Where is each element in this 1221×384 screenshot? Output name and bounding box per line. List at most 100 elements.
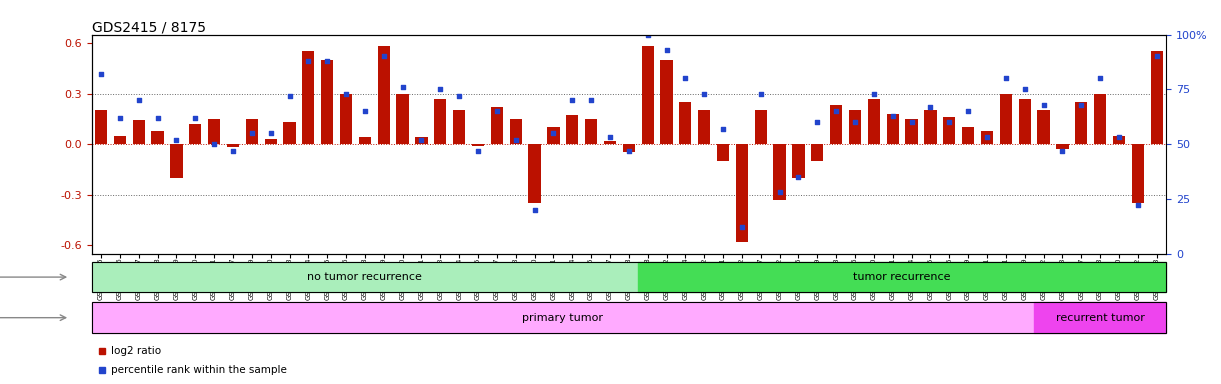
Bar	[114, 136, 126, 144]
Text: percentile rank within the sample: percentile rank within the sample	[111, 366, 287, 376]
Bar	[886, 114, 899, 144]
Bar	[773, 144, 786, 200]
Bar	[415, 137, 427, 144]
Point	[1090, 75, 1110, 81]
Bar	[189, 124, 201, 144]
Text: log2 ratio: log2 ratio	[111, 346, 161, 356]
Point	[601, 134, 620, 141]
Bar	[639, 262, 1166, 293]
Point	[883, 113, 902, 119]
Bar	[1034, 302, 1166, 333]
Point	[505, 137, 525, 143]
Bar	[1112, 136, 1125, 144]
Point	[1015, 86, 1034, 93]
Point	[921, 104, 940, 110]
Bar	[471, 144, 485, 146]
Bar	[92, 262, 639, 293]
Point	[789, 174, 808, 180]
Point	[393, 84, 413, 90]
Point	[637, 31, 657, 38]
Point	[92, 71, 111, 77]
Bar	[1094, 94, 1106, 144]
Bar	[679, 102, 691, 144]
Bar	[604, 141, 617, 144]
Bar	[1000, 94, 1012, 144]
Point	[619, 147, 639, 154]
Bar	[1038, 110, 1050, 144]
Point	[770, 189, 790, 195]
Point	[261, 130, 281, 136]
Point	[1053, 147, 1072, 154]
Bar	[170, 144, 182, 178]
Point	[110, 115, 129, 121]
Bar	[435, 99, 447, 144]
Bar	[245, 119, 258, 144]
Bar	[641, 46, 653, 144]
Point	[242, 130, 261, 136]
Point	[902, 119, 922, 125]
Point	[374, 53, 393, 60]
Point	[845, 119, 864, 125]
Bar	[265, 139, 277, 144]
Point	[1072, 101, 1092, 108]
Bar	[980, 131, 993, 144]
Bar	[529, 144, 541, 203]
Bar	[453, 110, 465, 144]
Bar	[547, 127, 559, 144]
Bar	[377, 46, 389, 144]
Point	[299, 58, 319, 64]
Bar	[623, 144, 635, 152]
Bar	[792, 144, 805, 178]
Text: primary tumor: primary tumor	[523, 313, 603, 323]
Point	[1147, 53, 1166, 60]
Bar	[151, 131, 164, 144]
Bar	[1150, 51, 1162, 144]
Point	[1128, 202, 1148, 209]
Bar	[339, 94, 352, 144]
Point	[223, 147, 243, 154]
Point	[449, 93, 469, 99]
Bar	[509, 119, 521, 144]
Point	[864, 91, 884, 97]
Point	[751, 91, 770, 97]
Point	[487, 108, 507, 114]
Bar	[661, 60, 673, 144]
Point	[657, 47, 676, 53]
Bar	[92, 302, 1034, 333]
Text: recurrent tumor: recurrent tumor	[1056, 313, 1144, 323]
Point	[977, 134, 996, 141]
Point	[543, 130, 563, 136]
Bar	[397, 94, 409, 144]
Bar	[133, 121, 145, 144]
Point	[204, 141, 223, 147]
Text: GDS2415 / 8175: GDS2415 / 8175	[92, 21, 205, 35]
Bar	[491, 107, 503, 144]
Point	[431, 86, 451, 93]
Bar	[1018, 99, 1031, 144]
Bar	[585, 119, 597, 144]
Point	[713, 126, 733, 132]
Point	[355, 108, 375, 114]
Point	[807, 119, 827, 125]
Bar	[227, 144, 239, 147]
Point	[468, 147, 487, 154]
Bar	[811, 144, 823, 161]
Point	[958, 108, 978, 114]
Point	[525, 207, 545, 213]
Point	[581, 97, 601, 103]
Point	[1034, 101, 1054, 108]
Bar	[303, 51, 315, 144]
Bar	[717, 144, 729, 161]
Bar	[962, 127, 974, 144]
Point	[411, 137, 431, 143]
Point	[563, 97, 582, 103]
Bar	[830, 105, 842, 144]
Point	[280, 93, 299, 99]
Point	[1109, 134, 1128, 141]
Point	[129, 97, 149, 103]
Bar	[906, 119, 918, 144]
Bar	[736, 144, 748, 242]
Bar	[359, 137, 371, 144]
Bar	[924, 110, 937, 144]
Bar	[567, 116, 579, 144]
